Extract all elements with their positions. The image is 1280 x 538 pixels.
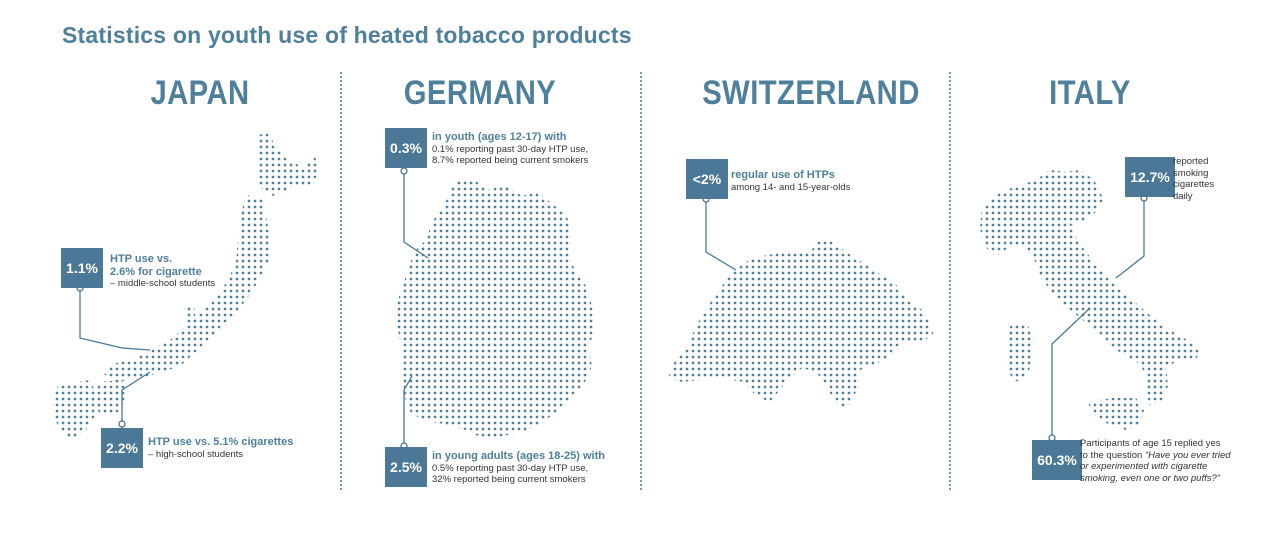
stat-value-box: 60.3% xyxy=(1032,440,1082,480)
japan-connectors xyxy=(76,284,151,428)
country-heading-germany: GERMANY xyxy=(403,74,557,112)
switzerland-map xyxy=(668,240,934,408)
italy-connectors xyxy=(1048,194,1148,442)
switzerland-connectors xyxy=(702,195,737,271)
country-heading-italy: ITALY xyxy=(1049,74,1131,112)
stat-description: HTP use vs. 5.1% cigarettes – high-schoo… xyxy=(148,436,294,460)
japan-map xyxy=(52,133,318,440)
column-divider xyxy=(640,72,642,490)
stat-description: reported smoking cigarettes daily xyxy=(1173,156,1215,202)
germany-map xyxy=(396,178,596,438)
stat-description: HTP use vs. 2.6% for cigarette – middle-… xyxy=(110,253,216,289)
stat-description: in young adults (ages 18-25) with 0.5% r… xyxy=(432,450,605,485)
country-heading-japan: JAPAN xyxy=(150,74,250,112)
column-divider xyxy=(949,72,951,490)
infographic-title: Statistics on youth use of heated tobacc… xyxy=(62,22,632,48)
stat-value-box: 2.2% xyxy=(101,428,143,468)
stat-value-box: 12.7% xyxy=(1125,157,1175,197)
stat-description: in youth (ages 12-17) with 0.1% reportin… xyxy=(432,131,589,166)
stat-value-box: 1.1% xyxy=(61,248,103,288)
stat-description: regular use of HTPs among 14- and 15-yea… xyxy=(731,169,851,193)
column-divider xyxy=(340,72,342,490)
italy-map xyxy=(980,170,1200,430)
country-heading-switzerland: SWITZERLAND xyxy=(702,74,920,112)
stat-description: Participants of age 15 replied yes to th… xyxy=(1080,438,1231,484)
stat-value-box: <2% xyxy=(686,159,728,199)
stat-value-box: 0.3% xyxy=(385,128,427,168)
stat-value-box: 2.5% xyxy=(385,447,427,487)
